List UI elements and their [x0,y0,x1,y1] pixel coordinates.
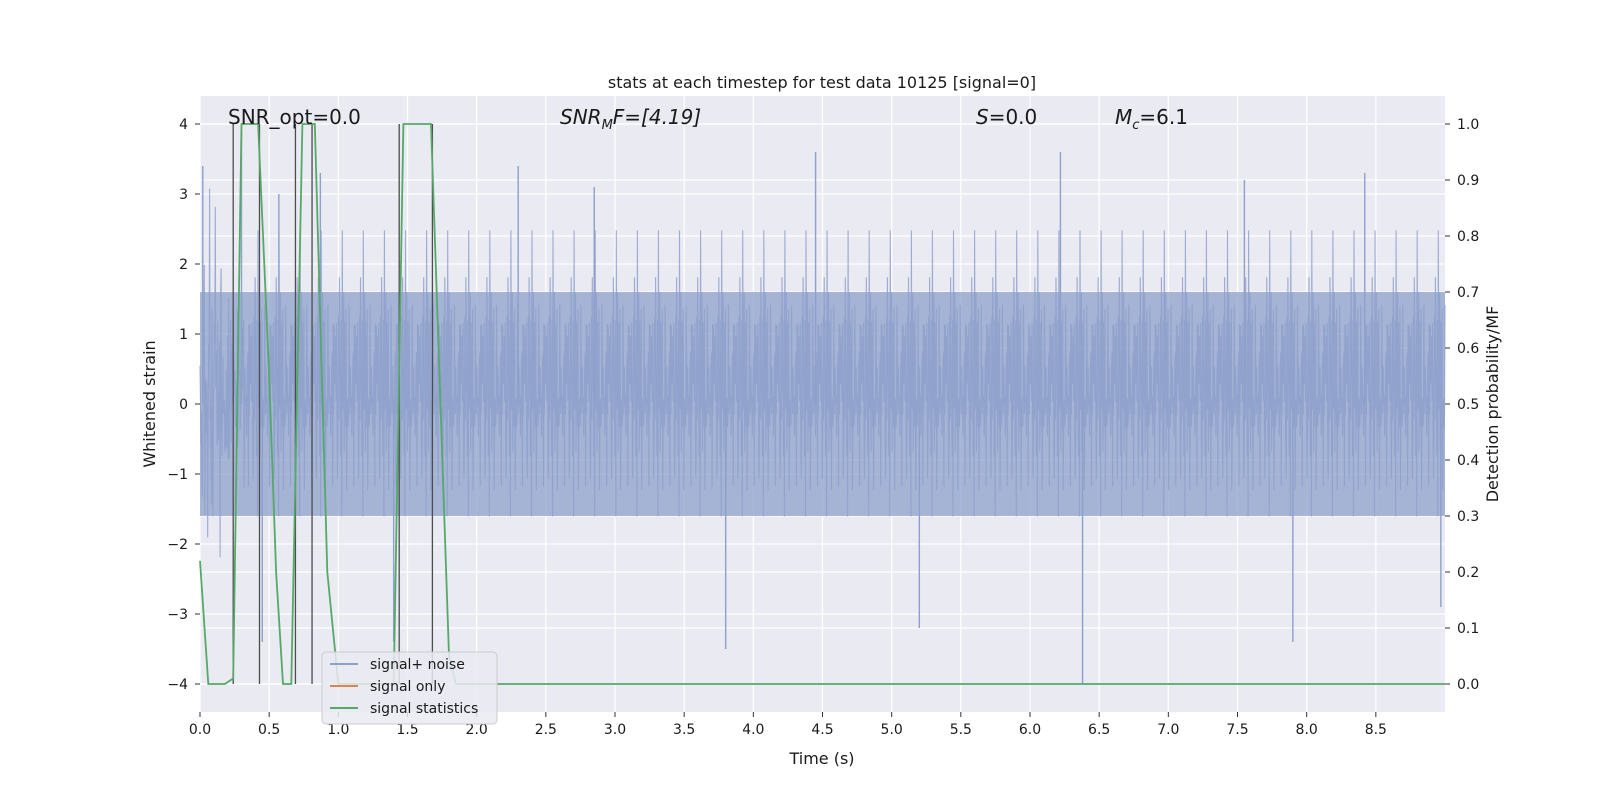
y2-tick-label-10: 0.0 [1457,677,1479,693]
y2-tick-label-8: 0.2 [1457,565,1479,581]
y-tick-label-1: 3 [179,187,188,203]
x-tick-label-7: 3.5 [673,722,695,738]
snr-mf-tail: F=[4.19] [613,105,701,129]
x-tick-label-16: 8.0 [1296,722,1318,738]
annotation-snr-mf: SNRMF=[4.19] [560,105,701,133]
y2-axis-label: Detection probability/MF [1483,306,1502,503]
y-tick-label-5: −1 [167,467,188,483]
mc-sub: c [1132,118,1139,133]
y2-tick-label-2: 0.8 [1457,229,1479,245]
y-tick-label-8: −4 [167,677,188,693]
y2-tick-label-9: 0.1 [1457,621,1479,637]
snr-mf-base: SNR [560,105,602,129]
s-value: =0.0 [989,105,1038,129]
x-tick-label-4: 2.0 [466,722,488,738]
y-axis-ticks: 4 3 2 1 0 −1 −2 −3 −4 [167,117,200,693]
y-tick-label-6: −2 [167,537,188,553]
y-tick-label-0: 4 [179,117,188,133]
chart-title: stats at each timestep for test data 101… [608,73,1036,92]
x-tick-label-13: 6.5 [1088,722,1110,738]
x-tick-label-1: 0.5 [258,722,280,738]
y-tick-label-3: 1 [179,327,188,343]
y2-tick-label-0: 1.0 [1457,117,1479,133]
y2-tick-label-5: 0.5 [1457,397,1479,413]
snr-mf-sub: M [602,118,613,133]
x-tick-label-8: 4.0 [742,722,764,738]
x-tick-label-17: 8.5 [1365,722,1387,738]
y2-tick-label-7: 0.3 [1457,509,1479,525]
x-axis-label: Time (s) [788,749,854,768]
annotation-s: S=0.0 [976,105,1037,129]
y-tick-label-7: −3 [167,607,188,623]
y2-tick-label-3: 0.7 [1457,285,1479,301]
signal-statistics-line [199,123,1445,685]
annotation-mc: Mc=6.1 [1115,105,1188,133]
x-tick-label-6: 3.0 [604,722,626,738]
legend-label-signal-only: signal only [370,679,445,695]
legend: signal+ noise signal only signal statist… [321,651,498,725]
y-tick-label-2: 2 [179,257,188,273]
mc-value: =6.1 [1139,105,1188,129]
x-tick-label-10: 5.0 [881,722,903,738]
x-tick-label-5: 2.5 [535,722,557,738]
legend-box [321,651,498,725]
x-tick-label-11: 5.5 [950,722,972,738]
signal-plus-noise-band [200,292,1445,516]
y-axis-label: Whitened strain [140,340,159,467]
x-tick-label-14: 7.0 [1157,722,1179,738]
marker-lines [232,124,434,684]
y2-axis-ticks: 1.0 0.9 0.8 0.7 0.6 0.5 0.4 0.3 0.2 0.1 0.0 [1445,117,1479,693]
mc-base: M [1115,105,1132,129]
x-tick-label-12: 6.0 [1019,722,1041,738]
y-tick-label-4: 0 [179,397,188,413]
legend-label-statistics: signal statistics [370,701,478,717]
y2-tick-label-1: 0.9 [1457,173,1479,189]
y2-tick-label-4: 0.6 [1457,341,1479,357]
x-tick-label-15: 7.5 [1226,722,1248,738]
x-tick-label-3: 1.5 [396,722,418,738]
signal-statistics-series [199,123,1445,685]
x-tick-label-0: 0.0 [189,722,211,738]
s-symbol: S [976,105,989,129]
x-tick-label-9: 4.5 [811,722,833,738]
y2-tick-label-6: 0.4 [1457,453,1479,469]
legend-label-noise: signal+ noise [370,657,465,673]
signal-plus-noise-series [199,131,1446,684]
x-axis-ticks: 0.0 0.5 1.0 1.5 2.0 2.5 3.0 3.5 4.0 4.5 5.0 5.5 6.0 6… [189,712,1387,738]
x-tick-label-2: 1.0 [327,722,349,738]
annotation-snr-opt: SNR_opt=0.0 [228,105,361,129]
